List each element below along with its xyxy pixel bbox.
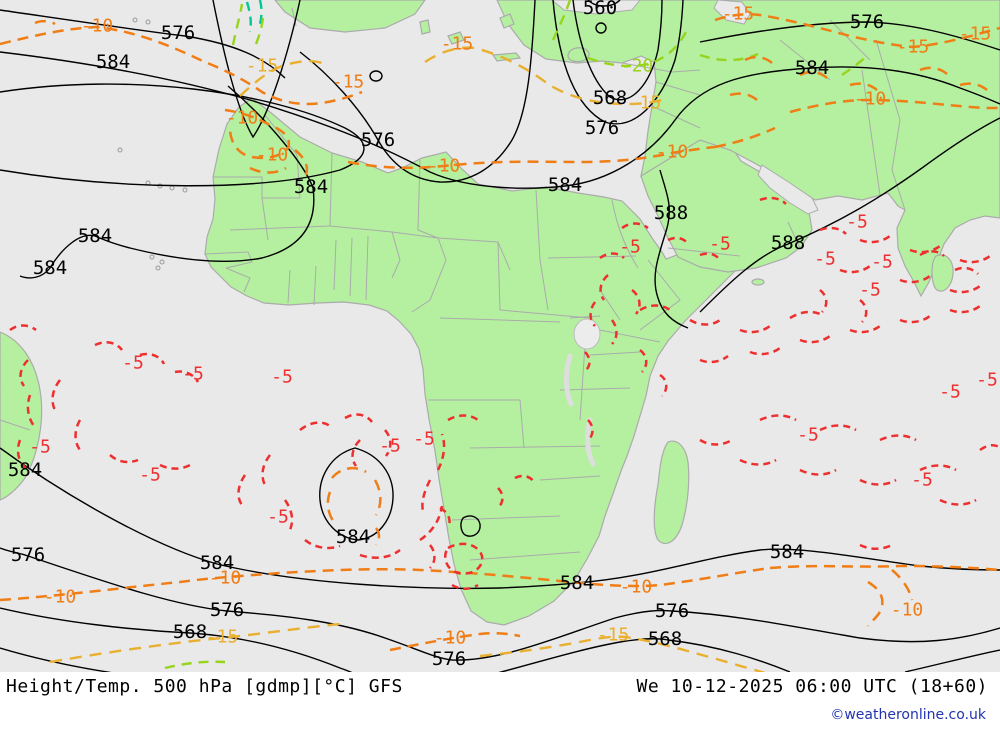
sardinia-island — [420, 20, 430, 34]
contour-label: -5 — [846, 212, 868, 233]
contour-label: -15 — [722, 4, 755, 25]
contour-label: 576 — [850, 11, 884, 33]
contour-label: -15 — [206, 627, 239, 648]
contour-label: -10 — [656, 142, 689, 163]
contour-label: 584 — [33, 257, 67, 279]
contour-label: 588 — [654, 202, 688, 224]
contour-label: -5 — [871, 252, 893, 273]
height-contours — [0, 0, 1000, 672]
lakes — [566, 319, 600, 464]
contour-label: -10 — [226, 108, 259, 129]
map-canvas: 5765845765845685765605765845885885845845… — [0, 0, 1000, 672]
madagascar-landmass — [654, 441, 689, 543]
contour-label: 568 — [173, 621, 207, 643]
contour-label: -15 — [597, 625, 630, 646]
contour-labels: 5765845765845685765605765845885885845845… — [8, 0, 998, 670]
contour-label: -10 — [891, 600, 924, 621]
africa-landmass — [205, 98, 748, 625]
contour-label: -10 — [434, 628, 467, 649]
contour-label: -15 — [441, 34, 474, 55]
contour-label: 576 — [161, 22, 195, 44]
sri-lanka-island — [932, 255, 953, 291]
contour-label: -5 — [797, 425, 819, 446]
caspian-sea — [714, 0, 750, 24]
map-title: Height/Temp. 500 hPa [gdmp][°C] GFS — [6, 676, 403, 697]
small-islands — [118, 18, 187, 270]
contour-label: -5 — [122, 353, 144, 374]
contour-label: 584 — [200, 552, 234, 574]
contour-label: 560 — [583, 0, 617, 19]
contour-label: -5 — [267, 507, 289, 528]
contour-label: -15 — [897, 37, 930, 58]
contour-label: 588 — [771, 232, 805, 254]
temp-contours-minus5 — [10, 198, 1000, 589]
contour-label: -5 — [29, 437, 51, 458]
contour-label: -5 — [379, 436, 401, 457]
contour-label: 576 — [210, 599, 244, 621]
contour-label: -10 — [209, 568, 242, 589]
contour-label: -15 — [629, 93, 662, 114]
contour-label: -5 — [413, 429, 435, 450]
contour-label: 584 — [294, 176, 328, 198]
contour-label: 576 — [432, 648, 466, 670]
lake-malawi — [588, 420, 593, 464]
contour-label: -5 — [911, 470, 933, 491]
contour-label: -10 — [620, 577, 653, 598]
contour-label: 584 — [336, 526, 370, 548]
persian-gulf — [758, 165, 818, 214]
contour-label: -10 — [428, 156, 461, 177]
contour-label: 568 — [648, 628, 682, 650]
contour-label: -5 — [976, 370, 998, 391]
temp-contours-minus15 — [50, 48, 765, 672]
contour-label: 584 — [78, 225, 112, 247]
contour-label: -20 — [621, 56, 654, 77]
contour-label: 584 — [548, 174, 582, 196]
contour-label: -15 — [246, 56, 279, 77]
contour-label: -5 — [619, 237, 641, 258]
socotra-island — [752, 279, 764, 285]
temp-contours-minus25 — [247, 0, 262, 32]
landmasses — [0, 0, 1000, 625]
contour-label: 584 — [560, 572, 594, 594]
contour-label: -5 — [182, 364, 204, 385]
contour-label: -5 — [859, 280, 881, 301]
contour-label: 584 — [8, 459, 42, 481]
contour-label: -15 — [332, 72, 365, 93]
contour-label: -5 — [709, 234, 731, 255]
contour-label: -10 — [81, 16, 114, 37]
contour-label: -10 — [854, 89, 887, 110]
map-datetime: We 10-12-2025 06:00 UTC (18+60) — [636, 676, 988, 697]
copyright-link[interactable]: ©weatheronline.co.uk — [830, 707, 986, 723]
contour-label: 568 — [593, 87, 627, 109]
contour-label: -5 — [814, 249, 836, 270]
middle-east-asia-landmass — [497, 0, 1000, 296]
iberia-landmass — [275, 0, 425, 32]
contour-label: -15 — [959, 24, 992, 45]
temp-contours-minus10 — [0, 14, 1000, 650]
contour-label: -5 — [271, 367, 293, 388]
contour-label: -10 — [256, 145, 289, 166]
contour-label: -10 — [44, 587, 77, 608]
contour-label: 576 — [585, 117, 619, 139]
crete-island — [493, 53, 520, 61]
cyprus-island — [568, 48, 589, 62]
temp-contours-minus20 — [165, 0, 866, 668]
contour-label: 576 — [655, 600, 689, 622]
south-america-landmass — [0, 332, 42, 500]
contour-label: 576 — [11, 544, 45, 566]
contour-label: 584 — [770, 541, 804, 563]
contour-label: -5 — [139, 465, 161, 486]
greece-island — [500, 14, 514, 28]
contour-label: 584 — [795, 57, 829, 79]
contour-label: -5 — [939, 382, 961, 403]
lake-tanganyika — [566, 356, 571, 404]
sicily-island — [448, 32, 464, 44]
contour-label: 576 — [361, 129, 395, 151]
contour-label: 584 — [96, 51, 130, 73]
country-borders — [0, 8, 905, 560]
lake-victoria — [574, 319, 600, 349]
